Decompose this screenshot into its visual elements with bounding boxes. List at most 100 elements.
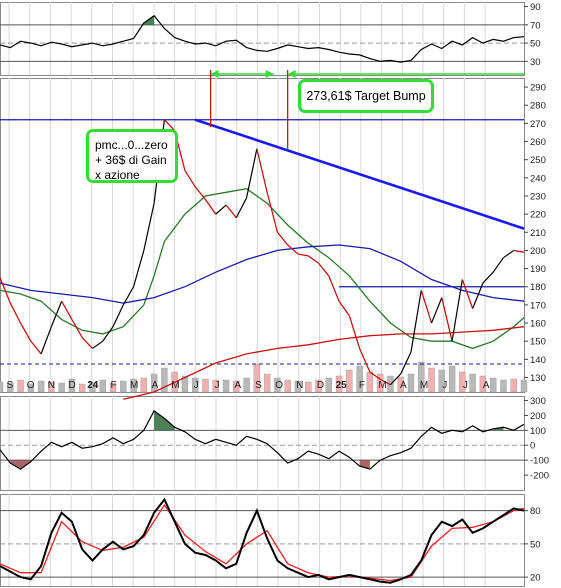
x-tick-label-11: A bbox=[234, 380, 241, 391]
price-segment-11 bbox=[102, 326, 114, 342]
price-segment-35 bbox=[348, 315, 361, 349]
volume-bar-49 bbox=[500, 379, 507, 393]
price-segment-7 bbox=[61, 300, 73, 320]
price-segment-37 bbox=[369, 371, 381, 380]
price-segment-51 bbox=[513, 249, 525, 253]
volume-bar-43 bbox=[438, 369, 446, 393]
price-ytick-label-5: 240 bbox=[530, 173, 546, 184]
x-tick-label-12: S bbox=[255, 380, 262, 391]
x-tick-label-8: M bbox=[171, 380, 179, 391]
volume-bar-19 bbox=[192, 377, 199, 393]
price-ytick-label-6: 230 bbox=[530, 191, 546, 202]
osc-ytick-label-3: 0 bbox=[530, 441, 535, 452]
price-segment-5 bbox=[40, 326, 52, 355]
price-panel-frame bbox=[0, 78, 525, 393]
x-tick-label-18: M bbox=[378, 380, 386, 391]
price-segment-10 bbox=[92, 340, 104, 349]
volume-bar-42 bbox=[428, 367, 435, 393]
price-ytick-label-3: 260 bbox=[530, 137, 546, 148]
price-ytick-label-1: 280 bbox=[530, 101, 546, 112]
x-tick-label-1: O bbox=[27, 380, 35, 391]
price-segment-17 bbox=[163, 119, 176, 132]
price-ytick-label-9: 200 bbox=[530, 246, 546, 257]
x-tick-label-4: 24 bbox=[87, 380, 99, 391]
price-segment-6 bbox=[50, 301, 63, 327]
volume-bar-26 bbox=[263, 373, 271, 393]
price-segment-30 bbox=[297, 253, 309, 257]
price-ytick-label-12: 170 bbox=[530, 300, 546, 311]
x-tick-label-6: M bbox=[130, 380, 138, 391]
volume-bar-45 bbox=[459, 371, 466, 393]
price-segment-48 bbox=[482, 271, 494, 284]
price-segment-1 bbox=[0, 277, 11, 304]
volume-bar-34 bbox=[346, 369, 353, 393]
price-segment-8 bbox=[71, 319, 83, 338]
green-arrow-head-target bbox=[287, 70, 296, 78]
volume-bar-35 bbox=[356, 365, 363, 393]
x-tick-label-9: J bbox=[194, 380, 199, 391]
stoch-ytick-label-2: 20 bbox=[530, 573, 541, 584]
price-segment-46 bbox=[461, 279, 474, 309]
volume-bar-5 bbox=[48, 381, 55, 393]
price-ytick-label-14: 150 bbox=[530, 337, 546, 348]
volume-bar-22 bbox=[222, 379, 230, 393]
osc-oversold-fill bbox=[10, 460, 31, 470]
stoch-ytick-label-0: 80 bbox=[530, 506, 541, 517]
price-segment-44 bbox=[441, 297, 453, 342]
osc-overbought-fill bbox=[154, 410, 175, 431]
osc-ytick-label-0: 300 bbox=[530, 396, 546, 407]
price-segment-4 bbox=[30, 340, 42, 355]
price-segment-19 bbox=[184, 170, 196, 188]
price-segment-45 bbox=[451, 279, 463, 342]
volume-bar-37 bbox=[376, 373, 384, 393]
rsi-line bbox=[0, 14, 525, 63]
volume-bar-28 bbox=[284, 379, 291, 393]
price-segment-50 bbox=[503, 249, 515, 259]
price-segment-49 bbox=[492, 257, 504, 273]
osc-line bbox=[0, 410, 525, 470]
green-arrow-head-left bbox=[210, 70, 219, 78]
volume-bar-13 bbox=[130, 378, 137, 393]
price-segment-42 bbox=[420, 290, 433, 324]
volume-bar-27 bbox=[274, 377, 281, 393]
osc-ytick-label-1: 200 bbox=[530, 411, 546, 422]
volume-bar-1 bbox=[7, 382, 14, 393]
price-segment-43 bbox=[430, 297, 443, 324]
price-segment-22 bbox=[215, 204, 227, 215]
volume-bar-20 bbox=[202, 378, 209, 393]
volume-bar-8 bbox=[78, 383, 86, 393]
pmc-line-1: pmc...0...zero bbox=[95, 138, 168, 152]
price-segment-27 bbox=[266, 192, 278, 233]
osc-ytick-label-4: -100 bbox=[530, 456, 549, 467]
volume-bar-3 bbox=[27, 383, 35, 393]
price-segment-36 bbox=[359, 348, 371, 373]
x-tick-label-7: A bbox=[152, 380, 159, 391]
price-ytick-label-8: 210 bbox=[530, 228, 546, 239]
rsi-ytick-label-2: 50 bbox=[530, 39, 541, 50]
volume-bar-2 bbox=[17, 379, 24, 393]
price-segment-33 bbox=[328, 275, 340, 302]
volume-bar-40 bbox=[407, 373, 415, 393]
volume-bar-25 bbox=[253, 363, 261, 393]
price-ytick-label-4: 250 bbox=[530, 155, 546, 166]
price-segment-12 bbox=[112, 304, 124, 327]
volume-bar-31 bbox=[315, 379, 322, 393]
pmc-line-2: + 36$ di Gain bbox=[95, 153, 167, 167]
osc-ytick-label-5: -200 bbox=[530, 471, 549, 482]
green-arrow-head-right bbox=[265, 70, 274, 78]
volume-bar-46 bbox=[469, 373, 476, 393]
price-segment-29 bbox=[287, 244, 299, 255]
price-ma_mid-line bbox=[0, 244, 525, 304]
target-bump-callout: 273,61$ Target Bump bbox=[298, 79, 434, 113]
volume-bar-24 bbox=[243, 377, 250, 393]
price-segment-25 bbox=[246, 148, 258, 198]
price-segment-39 bbox=[389, 373, 402, 386]
volume-bar-44 bbox=[448, 365, 456, 393]
price-ytick-label-7: 220 bbox=[530, 210, 546, 221]
volume-bar-47 bbox=[479, 375, 487, 393]
volume-bar-11 bbox=[109, 382, 117, 393]
price-ytick-label-0: 290 bbox=[530, 83, 546, 94]
price-ytick-label-2: 270 bbox=[530, 119, 546, 130]
price-segment-15 bbox=[143, 203, 155, 251]
